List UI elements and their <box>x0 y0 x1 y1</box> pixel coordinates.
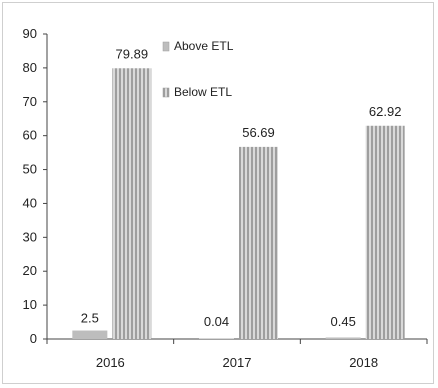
y-tick-label: 50 <box>23 162 37 177</box>
y-tick-label: 10 <box>23 297 37 312</box>
chart-frame: 0 10 20 30 40 50 60 70 80 90 2016 2017 2018 2.5 79.8… <box>2 2 434 384</box>
x-tick-label: 2018 <box>349 355 378 370</box>
x-axis: 2016 2017 2018 <box>46 338 428 370</box>
x-tick-label: 2016 <box>96 355 125 370</box>
y-tick-label: 60 <box>23 128 37 143</box>
data-label: 56.69 <box>242 125 275 140</box>
data-label: 62.92 <box>369 104 402 119</box>
y-tick-label: 0 <box>30 331 37 346</box>
legend-label-below-etl: Below ETL <box>174 85 232 99</box>
bar-chart: 0 10 20 30 40 50 60 70 80 90 2016 2017 2018 2.5 79.8… <box>23 26 428 370</box>
legend: Above ETL Below ETL <box>162 39 234 99</box>
bar-below-etl <box>112 68 152 340</box>
bars <box>72 68 405 340</box>
legend-swatch-below-etl <box>162 87 170 98</box>
y-tick-label: 80 <box>23 60 37 75</box>
bar-above-etl <box>199 338 234 339</box>
data-label: 0.45 <box>331 314 356 329</box>
bar-below-etl <box>239 146 278 339</box>
y-tick-label: 70 <box>23 94 37 109</box>
bar-above-etl <box>72 330 108 339</box>
y-axis: 0 10 20 30 40 50 60 70 80 90 <box>23 26 48 346</box>
bar-above-etl <box>325 337 361 339</box>
data-label: 79.89 <box>116 46 149 61</box>
y-tick-label: 40 <box>23 195 37 210</box>
data-label: 2.5 <box>81 311 99 326</box>
x-tick-label: 2017 <box>223 355 252 370</box>
y-tick-label: 90 <box>23 26 37 41</box>
legend-swatch-above-etl <box>162 41 170 52</box>
legend-label-above-etl: Above ETL <box>174 39 234 53</box>
data-label: 0.04 <box>204 314 229 329</box>
data-labels: 2.5 79.89 0.04 56.69 0.45 62.92 <box>81 46 402 329</box>
y-tick-label: 20 <box>23 263 37 278</box>
y-tick-label: 30 <box>23 229 37 244</box>
bar-below-etl <box>365 125 405 339</box>
